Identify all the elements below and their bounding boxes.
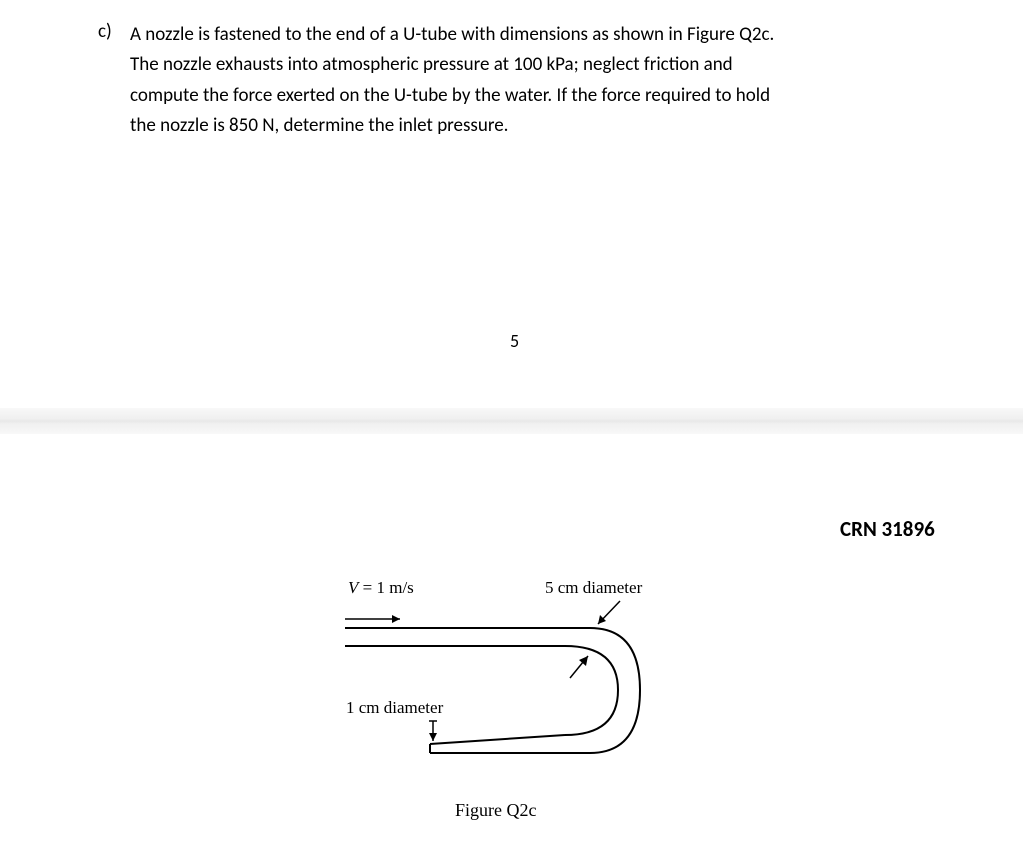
figure-caption: Figure Q2c bbox=[455, 800, 536, 821]
inlet-arrow-head bbox=[392, 615, 400, 623]
page-number: 5 bbox=[510, 330, 519, 352]
question-line-4: the nozzle is 850 N, determine the inlet… bbox=[130, 111, 900, 141]
velocity-rest: = 1 m/s bbox=[358, 578, 413, 597]
question-label: c) bbox=[98, 20, 112, 43]
crn-label: CRN 31896 bbox=[840, 516, 935, 542]
question-line-2: The nozzle exhausts into atmospheric pre… bbox=[130, 50, 900, 80]
figure-q2c: V = 1 m/s 5 cm diameter 1 cm diameter bbox=[320, 578, 700, 798]
ubend-outer bbox=[590, 628, 640, 753]
diameter-top-label: 5 cm diameter bbox=[545, 578, 642, 598]
diameter-bottom-label: 1 cm diameter bbox=[346, 698, 443, 718]
velocity-label: V = 1 m/s bbox=[348, 578, 414, 598]
page-separator bbox=[0, 408, 1023, 434]
ubend-inner bbox=[565, 646, 618, 735]
diameter-bottom-arrow-head bbox=[429, 733, 437, 741]
question-line-3: compute the force exerted on the U-tube … bbox=[130, 81, 900, 111]
question-text: A nozzle is fastened to the end of a U-t… bbox=[130, 20, 900, 142]
velocity-var: V bbox=[348, 578, 358, 597]
outlet-top-line bbox=[430, 735, 565, 744]
question-line-1: A nozzle is fastened to the end of a U-t… bbox=[130, 20, 900, 50]
